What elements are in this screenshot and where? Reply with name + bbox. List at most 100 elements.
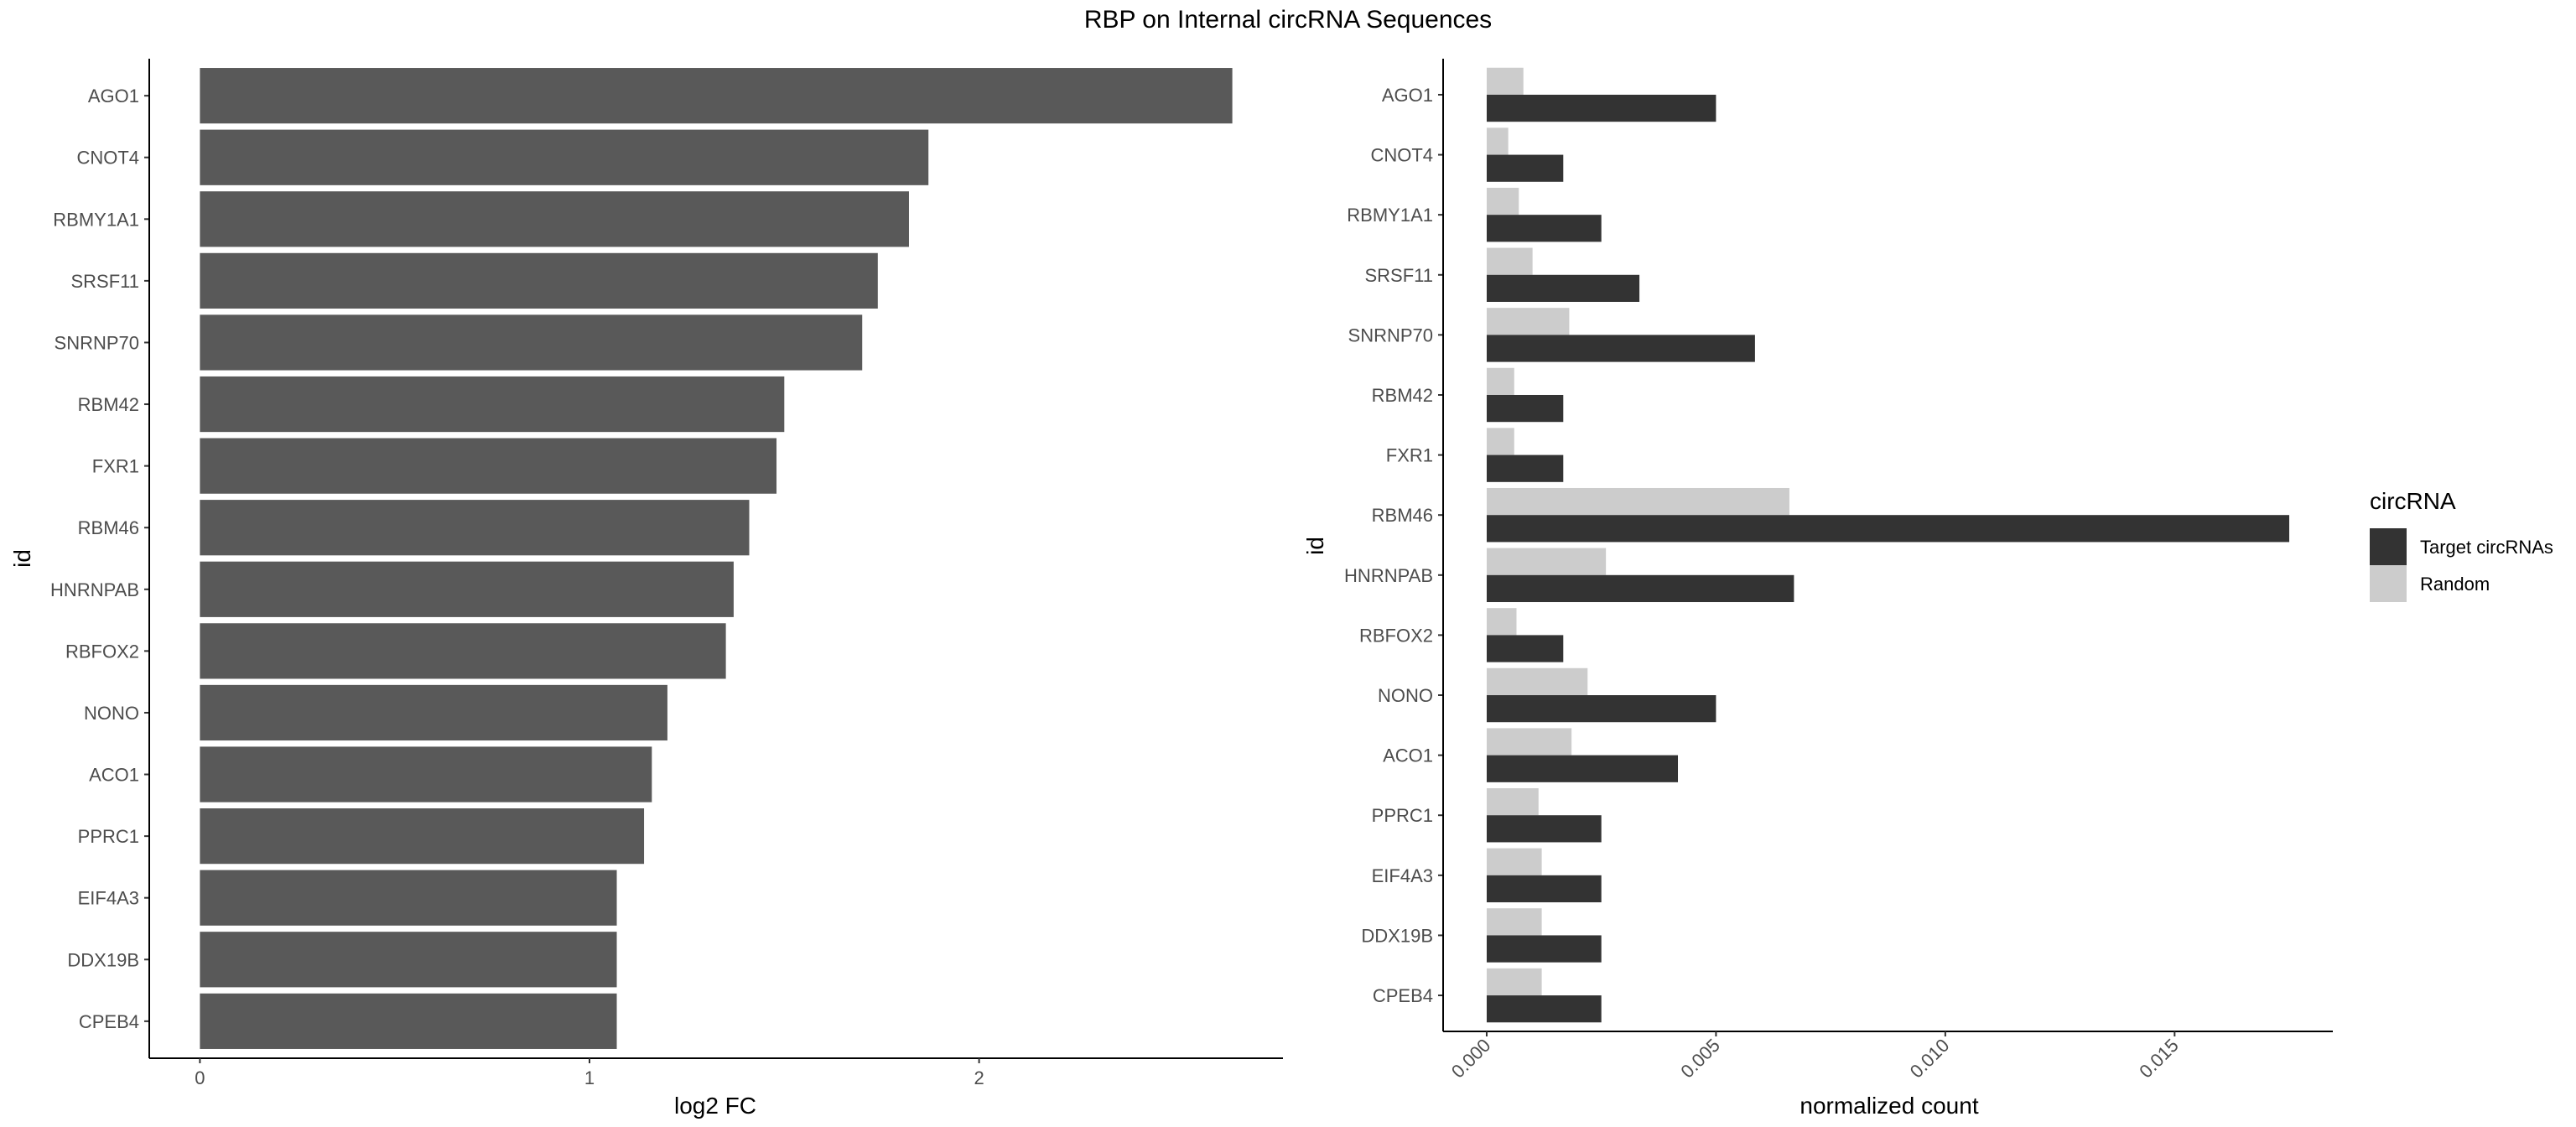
bar-rbm42	[200, 376, 785, 433]
y-tick-label-snrnp70: SNRNP70	[1348, 325, 1433, 345]
bar-snrnp70	[200, 314, 863, 371]
y-tick-label-ddx19b: DDX19B	[67, 949, 139, 970]
right-y-axis-title: id	[1302, 537, 1328, 555]
y-tick-label-nono: NONO	[84, 703, 139, 724]
bar-random-aco1	[1486, 728, 1572, 756]
y-tick-label-rbfox2: RBFOX2	[1359, 625, 1433, 646]
y-tick-label-rbm42: RBM42	[1372, 385, 1433, 406]
y-tick-label-hnrnpab: HNRNPAB	[1344, 565, 1433, 586]
bar-ddx19b	[200, 932, 617, 988]
bar-random-ddx19b	[1486, 908, 1542, 936]
bar-random-rbm42	[1486, 367, 1514, 395]
left-y-axis-title: id	[9, 549, 35, 568]
y-tick-label-ddx19b: DDX19B	[1361, 925, 1433, 946]
bar-target-eif4a3	[1486, 875, 1602, 903]
legend-swatch-target-circrnas	[2370, 528, 2407, 565]
y-tick-label-rbm42: RBM42	[78, 394, 139, 415]
bar-random-cpeb4	[1486, 968, 1542, 996]
x-tick-label-0-000: 0.000	[1447, 1035, 1495, 1083]
y-tick-label-srsf11: SRSF11	[1364, 265, 1433, 286]
y-tick-label-rbm46: RBM46	[1372, 505, 1433, 526]
bar-target-rbm42	[1486, 394, 1564, 423]
bar-fxr1	[200, 438, 777, 494]
bar-target-nono	[1486, 695, 1716, 723]
y-tick-label-cnot4: CNOT4	[1370, 145, 1433, 166]
bar-target-aco1	[1486, 755, 1679, 782]
x-tick-label-0-010: 0.010	[1906, 1035, 1954, 1083]
chart-title: RBP on Internal circRNA Sequences	[1084, 6, 1492, 34]
bar-target-fxr1	[1486, 454, 1564, 482]
y-tick-label-eif4a3: EIF4A3	[1372, 865, 1433, 886]
y-tick-label-cnot4: CNOT4	[76, 148, 139, 169]
legend-swatch-random	[2370, 565, 2407, 602]
y-tick-label-cpeb4: CPEB4	[1373, 985, 1433, 1006]
bar-random-eif4a3	[1486, 848, 1542, 875]
left-panel: AGO1 CNOT4 RBMY1A1 SRSF11 SNRNP70 RBM42 FXR1 RB…	[50, 59, 1283, 1088]
bar-target-pprc1	[1486, 815, 1602, 843]
y-tick-label-fxr1: FXR1	[1386, 445, 1433, 466]
y-tick-label-aco1: ACO1	[1383, 745, 1433, 766]
bar-random-pprc1	[1486, 788, 1539, 816]
bar-random-hnrnpab	[1486, 548, 1607, 575]
y-tick-label-rbfox2: RBFOX2	[65, 641, 139, 662]
bar-rbmy1a1	[200, 191, 909, 247]
bar-random-rbmy1a1	[1486, 187, 1519, 216]
y-tick-label-eif4a3: EIF4A3	[78, 888, 139, 909]
bar-aco1	[200, 746, 652, 802]
x-tick-label-0-005: 0.005	[1676, 1035, 1724, 1083]
bar-srsf11	[200, 252, 878, 309]
x-tick-label-1: 1	[584, 1067, 595, 1088]
bar-random-srsf11	[1486, 247, 1533, 275]
bar-random-rbm46	[1486, 487, 1789, 516]
y-tick-label-aco1: ACO1	[89, 765, 139, 786]
y-tick-label-pprc1: PPRC1	[78, 826, 139, 847]
bar-target-cpeb4	[1486, 995, 1602, 1023]
bar-pprc1	[200, 808, 645, 865]
bar-random-cnot4	[1486, 127, 1509, 155]
bar-target-ago1	[1486, 94, 1716, 122]
legend-label-target-circrnas: Target circRNAs	[2420, 537, 2553, 558]
bar-target-hnrnpab	[1486, 574, 1794, 603]
left-x-axis-title: log2 FC	[674, 1093, 756, 1119]
y-tick-label-rbm46: RBM46	[78, 517, 139, 538]
bar-target-rbmy1a1	[1486, 215, 1602, 242]
bar-target-cnot4	[1486, 154, 1564, 182]
bar-ago1	[200, 68, 1233, 124]
bar-target-snrnp70	[1486, 335, 1755, 362]
bar-rbfox2	[200, 623, 726, 679]
legend: circRNA Target circRNAs Random	[2370, 488, 2553, 602]
bar-cnot4	[200, 129, 929, 185]
bar-random-ago1	[1486, 67, 1524, 95]
bar-rbm46	[200, 500, 750, 556]
bar-eif4a3	[200, 870, 617, 926]
y-tick-label-ago1: AGO1	[1382, 85, 1433, 106]
bar-target-rbfox2	[1486, 635, 1564, 662]
bar-random-snrnp70	[1486, 308, 1570, 335]
y-tick-label-cpeb4: CPEB4	[79, 1011, 139, 1032]
y-tick-label-nono: NONO	[1378, 685, 1433, 706]
bar-random-fxr1	[1486, 428, 1514, 455]
bar-target-rbm46	[1486, 515, 2290, 543]
y-tick-label-srsf11: SRSF11	[70, 271, 139, 292]
right-panel: AGO1 CNOT4 RBMY1A1 SRSF11 SNRNP70 RBM42 FXR1 RB…	[1344, 59, 2333, 1082]
x-tick-label-0-015: 0.015	[2135, 1035, 2183, 1083]
y-tick-label-ago1: AGO1	[88, 86, 139, 106]
y-tick-label-hnrnpab: HNRNPAB	[50, 579, 139, 600]
bar-target-ddx19b	[1486, 935, 1602, 963]
bar-hnrnpab	[200, 561, 734, 617]
bar-target-srsf11	[1486, 274, 1640, 302]
y-tick-label-rbmy1a1: RBMY1A1	[53, 209, 139, 230]
y-tick-label-snrnp70: SNRNP70	[55, 332, 139, 353]
y-tick-label-fxr1: FXR1	[92, 456, 139, 477]
bar-nono	[200, 684, 667, 741]
x-tick-label-2: 2	[974, 1067, 984, 1088]
x-tick-label-0: 0	[195, 1067, 205, 1088]
bar-random-nono	[1486, 667, 1588, 696]
legend-label-random: Random	[2420, 574, 2490, 595]
y-tick-label-pprc1: PPRC1	[1372, 805, 1433, 826]
bar-cpeb4	[200, 993, 617, 1049]
y-tick-label-rbmy1a1: RBMY1A1	[1347, 205, 1433, 226]
right-x-axis-title: normalized count	[1800, 1093, 1978, 1119]
bar-random-rbfox2	[1486, 608, 1517, 636]
